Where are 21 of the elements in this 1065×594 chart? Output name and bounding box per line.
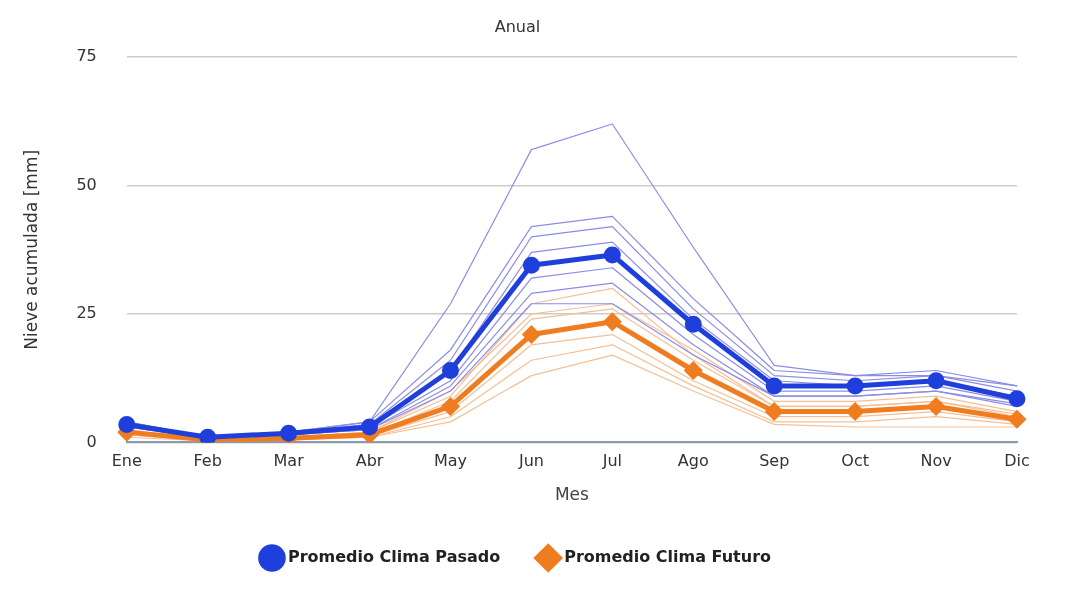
x-tick-label: Feb xyxy=(193,451,222,471)
y-tick-label: 75 xyxy=(76,46,97,66)
x-axis-title: Mes xyxy=(554,484,590,505)
y-tick-label: 25 xyxy=(76,303,97,323)
x-tick-label: Ene xyxy=(111,451,142,471)
y-tick-label: 50 xyxy=(76,174,97,194)
legend-label: Promedio Clima Futuro xyxy=(564,547,772,567)
y-axis-title: Nieve acumulada [mm] xyxy=(20,149,41,350)
x-tick-label: Abr xyxy=(355,451,384,471)
x-tick-label: Jun xyxy=(517,451,544,471)
x-tick-label: Sep xyxy=(759,451,790,471)
chart-title: Anual xyxy=(494,16,541,36)
y-tick-label: 0 xyxy=(86,431,97,451)
x-tick-label: Dic xyxy=(1004,451,1030,471)
x-tick-label: Oct xyxy=(841,451,869,471)
x-tick-label: May xyxy=(433,451,468,471)
x-tick-label: Nov xyxy=(920,451,952,471)
x-tick-label: Jul xyxy=(601,451,622,471)
x-tick-label: Ago xyxy=(677,451,709,471)
x-tick-label: Mar xyxy=(273,451,305,471)
legend-label: Promedio Clima Pasado xyxy=(287,547,501,567)
